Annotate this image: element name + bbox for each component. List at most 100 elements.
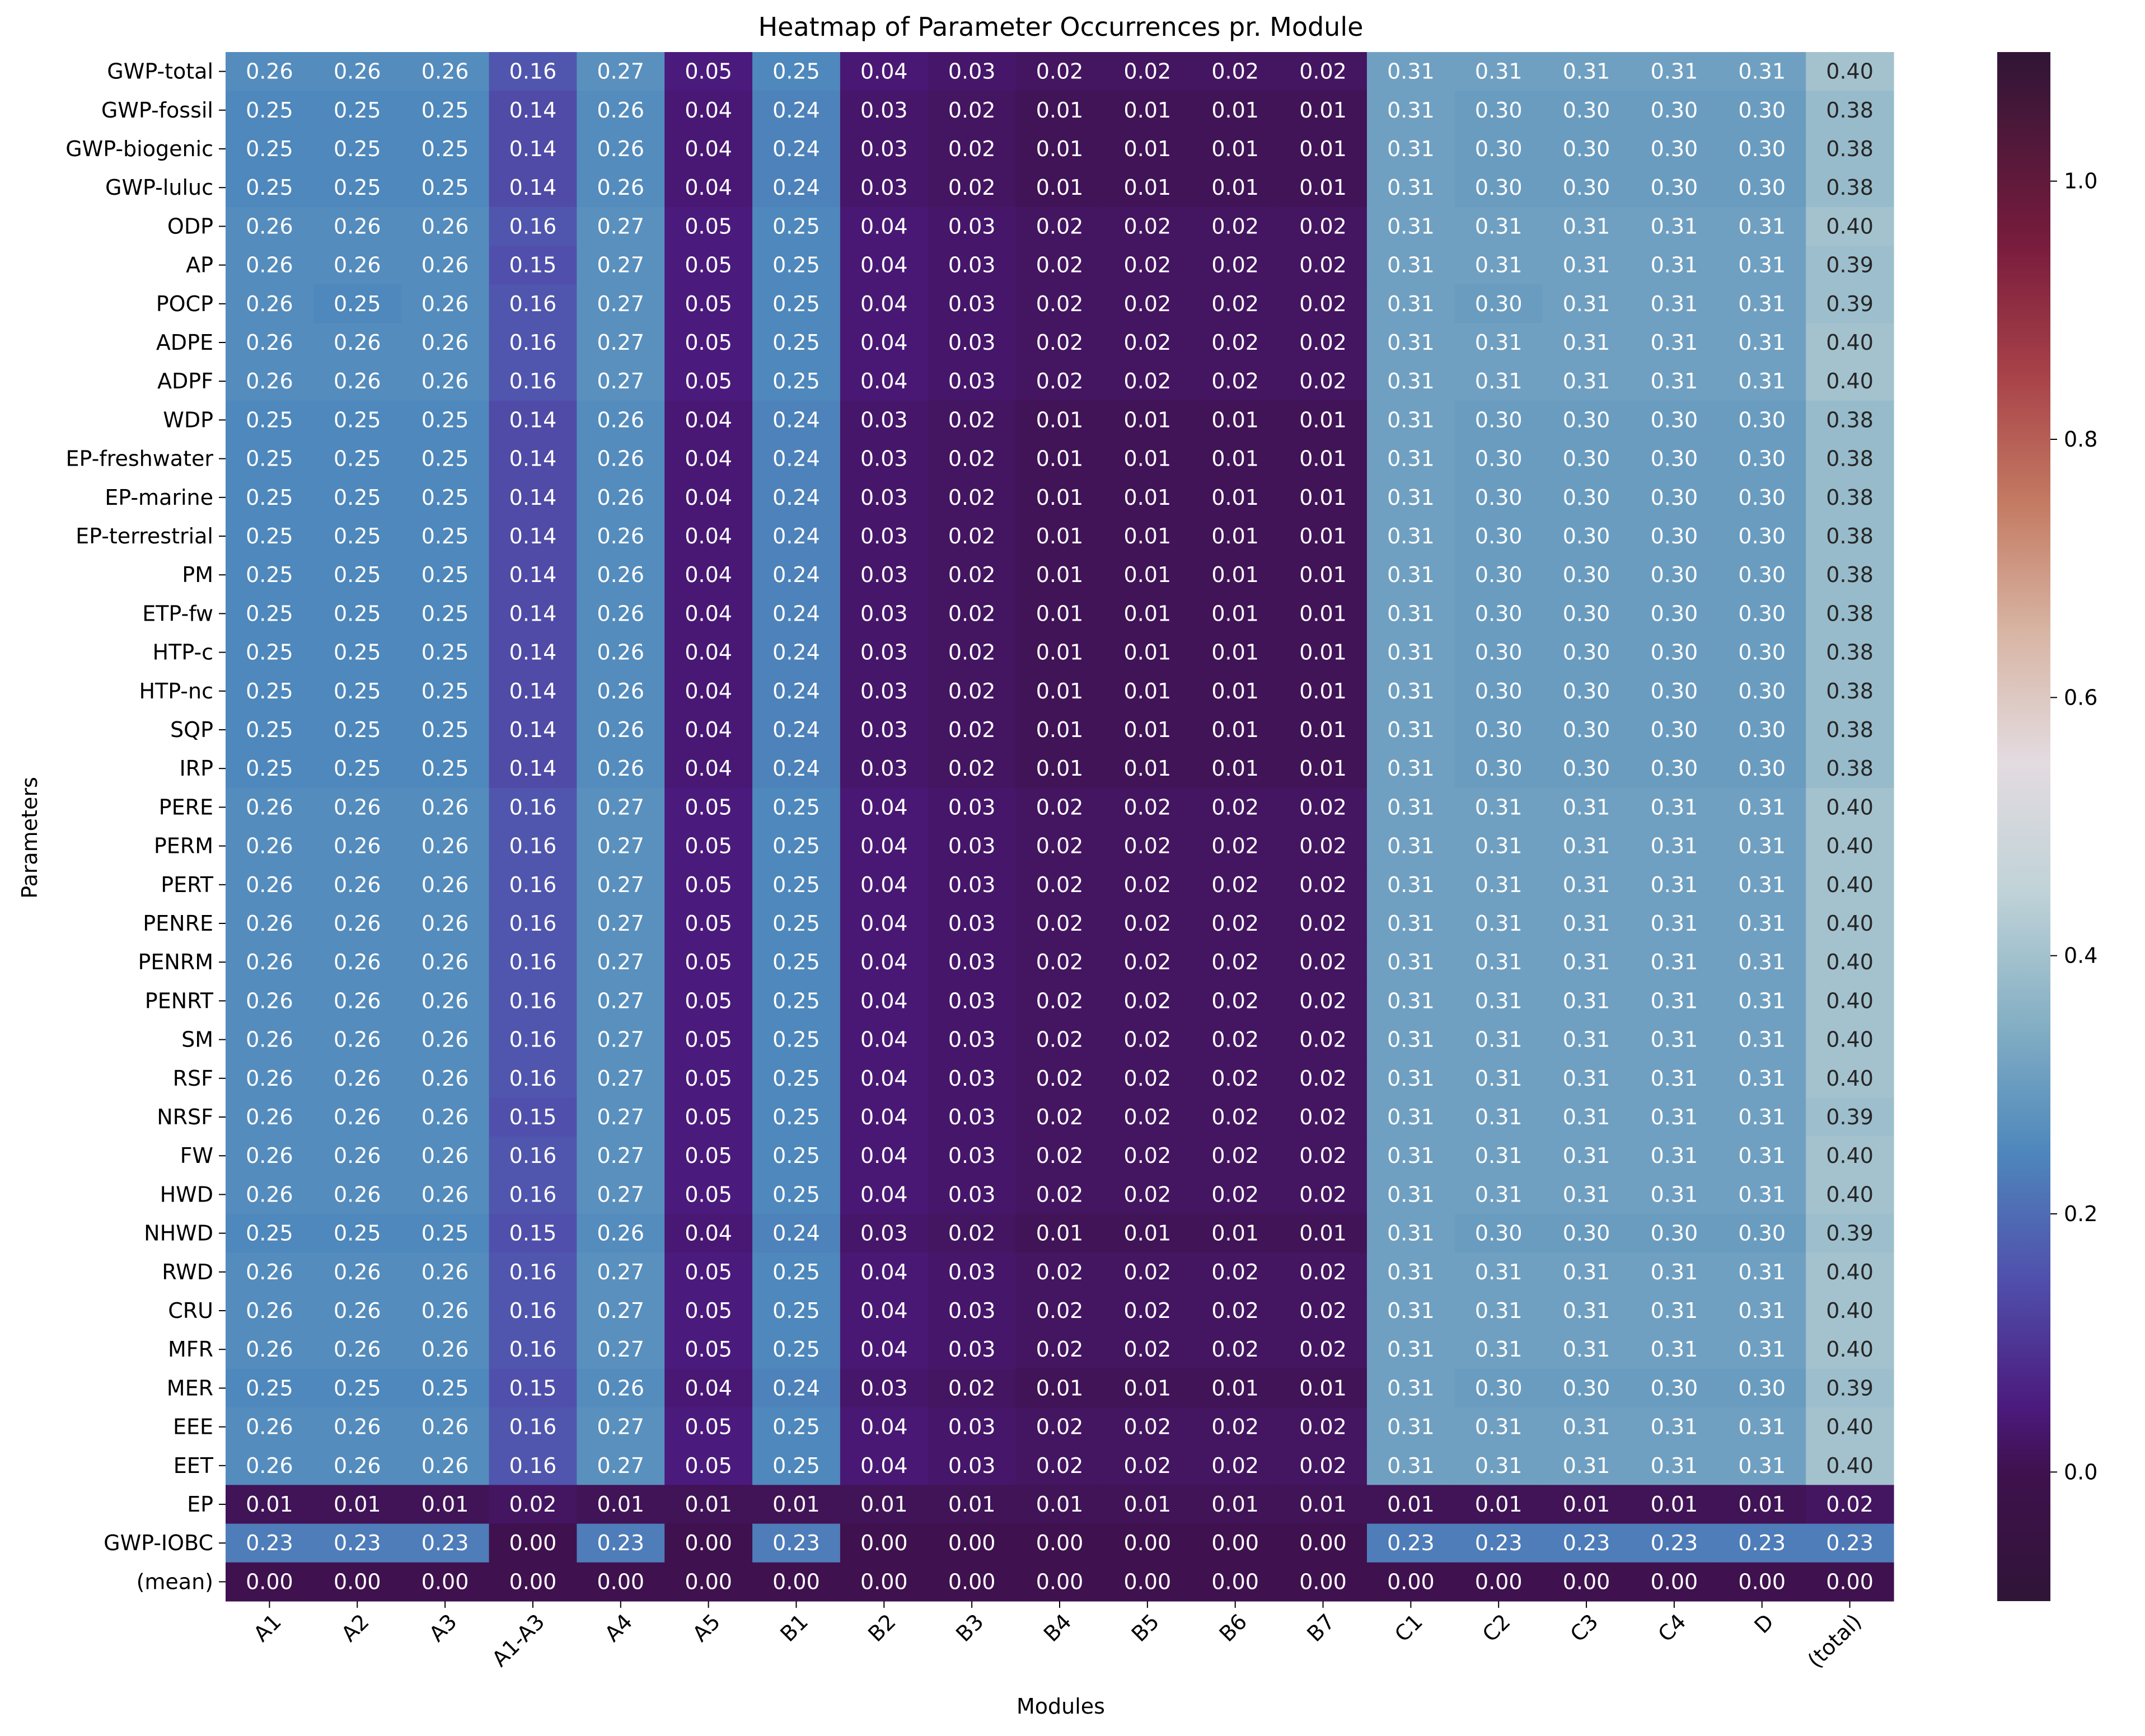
cell-value-label: 0.04 (860, 292, 908, 316)
cell-value-label: 0.02 (1211, 988, 1259, 1013)
cell-value-label: 0.16 (509, 369, 557, 393)
cell-value-label: 0.30 (1563, 524, 1610, 548)
cell-value-label: 0.03 (948, 988, 996, 1013)
cell-value-label: 0.26 (246, 1453, 293, 1478)
y-tick-label: ETP-fw (142, 601, 213, 626)
cell-value-label: 0.31 (1651, 369, 1698, 393)
cell-value-label: 0.03 (860, 137, 908, 161)
cell-value-label: 0.31 (1651, 950, 1698, 974)
cell-value-label: 0.04 (685, 562, 732, 587)
cell-value-label: 0.23 (597, 1531, 644, 1555)
cell-value-label: 0.03 (948, 950, 996, 974)
cell-value-label: 0.25 (772, 253, 820, 278)
cell-value-label: 0.26 (334, 1027, 381, 1052)
cell-value-label: 0.02 (1299, 988, 1347, 1013)
cell-value-label: 0.26 (421, 1143, 469, 1168)
cell-value-label: 0.25 (772, 292, 820, 316)
cell-value-label: 0.26 (421, 292, 469, 316)
cell-value-label: 0.05 (685, 1298, 732, 1323)
cell-value-label: 0.24 (772, 175, 820, 200)
cell-value-label: 0.14 (509, 679, 557, 703)
cell-value-label: 0.02 (948, 1376, 996, 1400)
cell-value-label: 0.02 (1124, 369, 1172, 393)
cell-value-label: 0.26 (421, 214, 469, 238)
cell-value-label: 0.02 (1211, 1298, 1259, 1323)
y-tick-label: MFR (168, 1337, 213, 1362)
cell-value-label: 0.26 (597, 447, 644, 471)
cell-value-label: 0.04 (860, 988, 908, 1013)
cell-value-label: 0.26 (421, 1337, 469, 1362)
cell-value-label: 0.26 (246, 1337, 293, 1362)
cell-value-label: 0.31 (1738, 988, 1786, 1013)
cell-value-label: 0.30 (1475, 717, 1523, 742)
cell-value-label: 0.02 (948, 1221, 996, 1246)
y-tick-label: NHWD (144, 1221, 213, 1246)
colorbar-tick-label: 1.0 (2064, 169, 2097, 194)
cell-value-label: 0.02 (1036, 253, 1084, 278)
cell-value-label: 0.30 (1738, 1221, 1786, 1246)
y-tick-label: NRSF (157, 1105, 213, 1129)
cell-value-label: 0.02 (948, 679, 996, 703)
cell-value-label: 0.31 (1475, 1182, 1523, 1207)
cell-value-label: 0.01 (1124, 717, 1172, 742)
cell-value-label: 0.14 (509, 756, 557, 781)
cell-value-label: 0.26 (246, 59, 293, 84)
cell-value-label: 0.24 (772, 485, 820, 510)
cell-value-label: 0.31 (1563, 1105, 1610, 1129)
cell-value-label: 0.38 (1826, 679, 1874, 703)
cell-value-label: 0.26 (246, 292, 293, 316)
cell-value-label: 0.00 (685, 1569, 732, 1594)
cell-value-label: 0.30 (1651, 137, 1698, 161)
cell-value-label: 0.31 (1475, 1260, 1523, 1284)
cell-value-label: 0.31 (1563, 795, 1610, 819)
cell-value-label: 0.02 (1299, 872, 1347, 897)
cell-value-label: 0.26 (421, 795, 469, 819)
cell-value-label: 0.31 (1738, 795, 1786, 819)
cell-value-label: 0.23 (1387, 1531, 1435, 1555)
y-tick-label: GWP-fossil (101, 98, 213, 123)
cell-value-label: 0.16 (509, 911, 557, 936)
cell-value-label: 0.02 (1124, 1027, 1172, 1052)
cell-value-label: 0.31 (1475, 59, 1523, 84)
cell-value-label: 0.30 (1651, 756, 1698, 781)
cell-value-label: 0.26 (246, 330, 293, 355)
cell-value-label: 0.00 (1124, 1569, 1172, 1594)
cell-value-label: 0.01 (1036, 1492, 1084, 1517)
cell-value-label: 0.26 (597, 175, 644, 200)
cell-value-label: 0.25 (421, 562, 469, 587)
cell-value-label: 0.31 (1738, 950, 1786, 974)
cell-value-label: 0.25 (421, 98, 469, 123)
cell-value-label: 0.00 (1299, 1531, 1347, 1555)
y-tick-label: PERM (154, 834, 213, 858)
cell-value-label: 0.02 (1036, 950, 1084, 974)
cell-value-label: 0.31 (1738, 1182, 1786, 1207)
cell-value-label: 0.31 (1651, 1415, 1698, 1439)
cell-value-label: 0.16 (509, 1260, 557, 1284)
cell-value-label: 0.31 (1475, 911, 1523, 936)
cell-value-label: 0.16 (509, 834, 557, 858)
cell-value-label: 0.25 (246, 407, 293, 432)
cell-value-label: 0.26 (334, 59, 381, 84)
cell-value-label: 0.01 (1036, 562, 1084, 587)
cell-value-label: 0.25 (772, 1143, 820, 1168)
cell-value-label: 0.31 (1475, 214, 1523, 238)
cell-value-label: 0.26 (421, 330, 469, 355)
y-tick-label: IRP (179, 756, 213, 781)
cell-value-label: 0.24 (772, 756, 820, 781)
cell-value-label: 0.31 (1387, 524, 1435, 548)
cell-value-label: 0.01 (1124, 524, 1172, 548)
cell-value-label: 0.30 (1563, 1376, 1610, 1400)
cell-value-label: 0.31 (1387, 1105, 1435, 1129)
cell-value-label: 0.26 (246, 950, 293, 974)
cell-value-label: 0.02 (1036, 988, 1084, 1013)
cell-value-label: 0.25 (334, 175, 381, 200)
cell-value-label: 0.04 (860, 1298, 908, 1323)
cell-value-label: 0.31 (1563, 834, 1610, 858)
colorbar-tick-label: 0.2 (2064, 1202, 2097, 1226)
cell-value-label: 0.26 (246, 369, 293, 393)
cell-value-label: 0.30 (1475, 98, 1523, 123)
cell-value-label: 0.31 (1563, 253, 1610, 278)
cell-value-label: 0.03 (860, 524, 908, 548)
cell-value-label: 0.03 (860, 175, 908, 200)
cell-value-label: 0.16 (509, 292, 557, 316)
